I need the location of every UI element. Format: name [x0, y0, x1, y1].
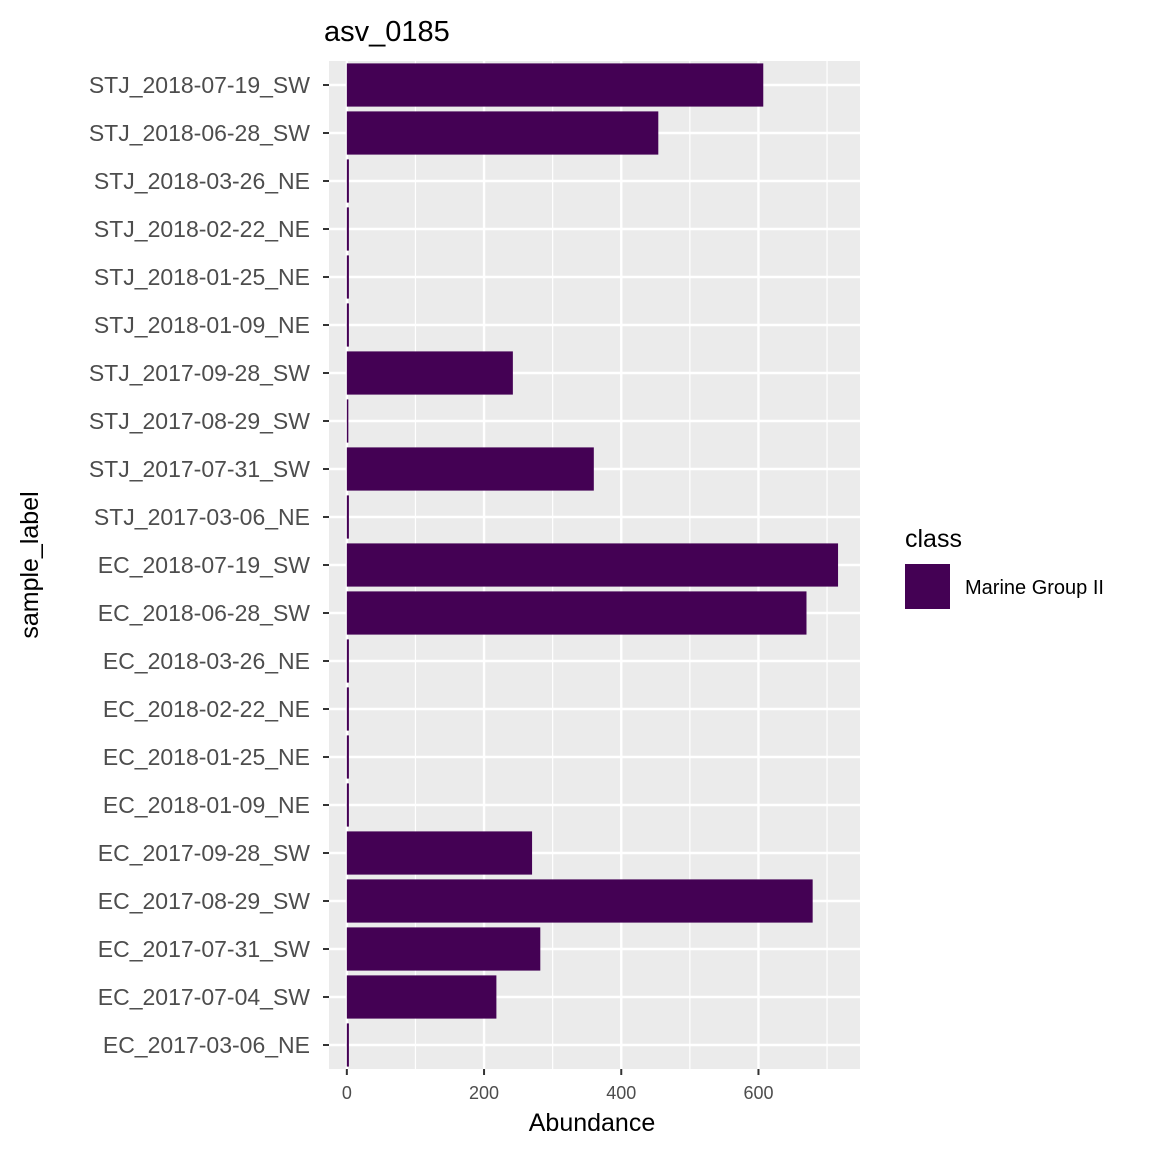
bar — [346, 111, 659, 155]
y-tick-label: EC_2017-03-06_NE — [103, 1032, 310, 1058]
legend-key-marine-group-ii — [905, 564, 950, 609]
legend: class Marine Group II — [905, 525, 1104, 609]
bar — [346, 975, 497, 1019]
chart-title: asv_0185 — [324, 16, 450, 48]
x-tick-label: 400 — [606, 1083, 636, 1103]
y-tick-label: STJ_2018-06-28_SW — [89, 120, 310, 146]
y-tick-label: EC_2018-06-28_SW — [98, 600, 311, 626]
x-tick-label: 600 — [743, 1083, 773, 1103]
bar — [346, 351, 513, 395]
bar — [346, 255, 349, 299]
bar — [346, 783, 349, 827]
legend-title: class — [905, 525, 962, 553]
legend-label-marine-group-ii: Marine Group II — [965, 577, 1104, 599]
y-tick-label: STJ_2017-07-31_SW — [89, 456, 310, 482]
y-tick-label: STJ_2017-08-29_SW — [89, 408, 310, 434]
y-tick-label: EC_2018-02-22_NE — [103, 696, 310, 722]
bar — [346, 495, 349, 539]
bar — [346, 543, 839, 587]
y-tick-label: EC_2018-01-25_NE — [103, 744, 310, 770]
x-axis-title: Abundance — [529, 1109, 656, 1137]
bars — [346, 63, 839, 1067]
x-tick-label: 0 — [342, 1083, 352, 1103]
bar — [346, 879, 813, 923]
y-tick-label: EC_2017-08-29_SW — [98, 888, 311, 914]
bar — [346, 207, 349, 251]
y-tick-label: STJ_2017-09-28_SW — [89, 360, 310, 386]
y-tick-label: EC_2017-09-28_SW — [98, 840, 311, 866]
bar — [346, 159, 349, 203]
y-tick-label: EC_2017-07-31_SW — [98, 936, 311, 962]
bar — [346, 927, 541, 971]
y-tick-label: STJ_2018-07-19_SW — [89, 72, 310, 98]
y-tick-label: EC_2018-01-09_NE — [103, 792, 310, 818]
y-tick-label: EC_2018-03-26_NE — [103, 648, 310, 674]
y-axis: STJ_2018-07-19_SW STJ_2018-06-28_SW STJ_20… — [89, 72, 329, 1058]
y-tick-label: STJ_2018-03-26_NE — [94, 168, 310, 194]
bar — [346, 687, 349, 731]
x-axis: 0 200 400 600 — [342, 1069, 773, 1103]
bar — [346, 303, 349, 347]
bar — [346, 63, 764, 107]
y-tick-label: STJ_2018-01-09_NE — [94, 312, 310, 338]
x-tick-label: 200 — [469, 1083, 499, 1103]
y-tick-label: STJ_2017-03-06_NE — [94, 504, 310, 530]
bar — [346, 735, 349, 779]
bar — [346, 639, 349, 683]
bar — [346, 399, 349, 443]
bar — [346, 831, 533, 875]
y-axis-title: sample_label — [16, 491, 44, 638]
y-tick-label: STJ_2018-01-25_NE — [94, 264, 310, 290]
bar — [346, 447, 594, 491]
bar — [346, 591, 807, 635]
y-tick-label: EC_2018-07-19_SW — [98, 552, 311, 578]
y-tick-label: EC_2017-07-04_SW — [98, 984, 311, 1010]
y-tick-label: STJ_2018-02-22_NE — [94, 216, 310, 242]
bar — [346, 1023, 349, 1067]
